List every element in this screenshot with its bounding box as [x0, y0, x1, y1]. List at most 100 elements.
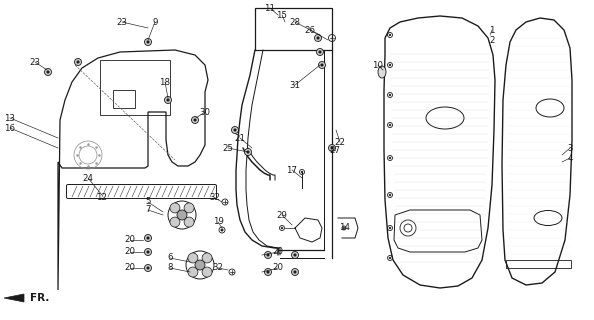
- Circle shape: [144, 265, 151, 271]
- Text: FR.: FR.: [30, 293, 49, 303]
- Circle shape: [389, 34, 391, 36]
- Bar: [100, 60, 170, 115]
- Circle shape: [264, 252, 271, 259]
- Circle shape: [301, 171, 303, 173]
- Text: 30: 30: [200, 108, 210, 116]
- Circle shape: [170, 203, 180, 213]
- Circle shape: [292, 268, 299, 276]
- Circle shape: [294, 254, 296, 256]
- Circle shape: [191, 116, 198, 124]
- Text: 20: 20: [273, 247, 283, 257]
- Circle shape: [281, 227, 283, 229]
- Circle shape: [317, 37, 319, 39]
- Text: 32: 32: [213, 263, 223, 273]
- Text: 16: 16: [5, 124, 15, 132]
- Text: 27: 27: [330, 146, 340, 155]
- Text: 23: 23: [116, 18, 128, 27]
- Circle shape: [144, 38, 151, 45]
- Circle shape: [294, 271, 296, 273]
- Text: 28: 28: [289, 18, 301, 27]
- Text: 21: 21: [235, 133, 245, 142]
- Circle shape: [188, 267, 198, 277]
- Text: 19: 19: [213, 218, 223, 227]
- Text: 20: 20: [125, 263, 135, 273]
- Circle shape: [202, 267, 212, 277]
- Circle shape: [234, 129, 236, 131]
- Text: 9: 9: [152, 18, 157, 27]
- Circle shape: [264, 268, 271, 276]
- Circle shape: [267, 271, 269, 273]
- Text: 5: 5: [146, 197, 151, 206]
- Text: 31: 31: [289, 81, 301, 90]
- Text: 29: 29: [277, 211, 287, 220]
- Circle shape: [319, 51, 321, 53]
- Text: 6: 6: [168, 253, 173, 262]
- Text: 12: 12: [96, 194, 108, 203]
- Text: 25: 25: [223, 143, 233, 153]
- Circle shape: [144, 235, 151, 242]
- Circle shape: [195, 260, 205, 270]
- Circle shape: [77, 61, 79, 63]
- Text: 26: 26: [305, 26, 315, 35]
- Circle shape: [321, 64, 323, 66]
- Circle shape: [165, 97, 172, 103]
- Text: 4: 4: [567, 154, 573, 163]
- Circle shape: [147, 237, 149, 239]
- Circle shape: [147, 251, 149, 253]
- Text: 32: 32: [210, 194, 220, 203]
- Circle shape: [170, 217, 180, 227]
- Text: 2: 2: [489, 36, 495, 44]
- Circle shape: [147, 41, 149, 43]
- Bar: [113, 90, 135, 108]
- Circle shape: [202, 253, 212, 263]
- Ellipse shape: [378, 66, 386, 78]
- Text: 7: 7: [146, 205, 151, 214]
- Bar: [506, 260, 571, 268]
- Circle shape: [331, 147, 333, 149]
- Circle shape: [389, 64, 391, 66]
- Circle shape: [184, 203, 194, 213]
- Circle shape: [167, 99, 169, 101]
- Circle shape: [389, 227, 391, 229]
- Text: 20: 20: [125, 236, 135, 244]
- Circle shape: [188, 253, 198, 263]
- Circle shape: [267, 254, 269, 256]
- Text: 20: 20: [273, 263, 283, 273]
- Text: 3: 3: [567, 143, 573, 153]
- Circle shape: [74, 59, 81, 66]
- Text: 18: 18: [160, 77, 170, 86]
- Text: 20: 20: [125, 247, 135, 257]
- Circle shape: [245, 148, 251, 156]
- Circle shape: [177, 210, 187, 220]
- Text: 1: 1: [489, 26, 495, 35]
- Circle shape: [144, 249, 151, 255]
- Circle shape: [221, 229, 223, 231]
- Text: 24: 24: [83, 173, 93, 182]
- Text: 13: 13: [5, 114, 15, 123]
- Text: 15: 15: [276, 11, 287, 20]
- Circle shape: [147, 267, 149, 269]
- Circle shape: [389, 124, 391, 126]
- Circle shape: [389, 94, 391, 96]
- Circle shape: [47, 71, 49, 73]
- Circle shape: [194, 119, 196, 121]
- Circle shape: [328, 145, 336, 151]
- Circle shape: [184, 217, 194, 227]
- Circle shape: [389, 157, 391, 159]
- Bar: [255, 8, 332, 50]
- Text: 8: 8: [168, 263, 173, 273]
- Text: 23: 23: [30, 58, 40, 67]
- Circle shape: [314, 35, 321, 42]
- Circle shape: [232, 126, 239, 133]
- Circle shape: [292, 252, 299, 259]
- Text: 17: 17: [286, 165, 298, 174]
- Text: 14: 14: [340, 223, 350, 233]
- Circle shape: [317, 49, 324, 55]
- Polygon shape: [4, 294, 24, 302]
- Text: 10: 10: [372, 60, 384, 69]
- Text: 22: 22: [334, 138, 346, 147]
- Circle shape: [45, 68, 52, 76]
- Circle shape: [247, 151, 249, 153]
- Text: 11: 11: [264, 4, 276, 12]
- Circle shape: [389, 194, 391, 196]
